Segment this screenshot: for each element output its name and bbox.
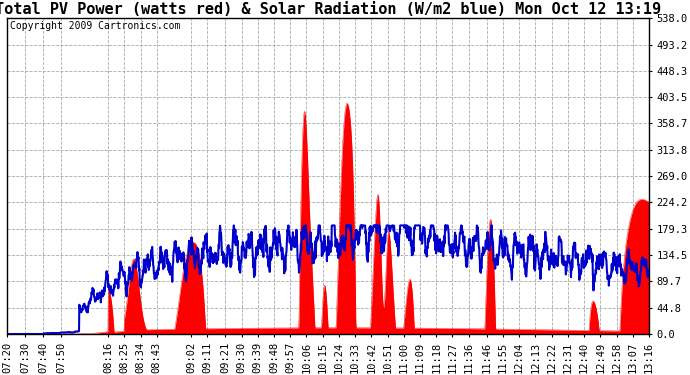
Text: Copyright 2009 Cartronics.com: Copyright 2009 Cartronics.com [10,21,181,32]
Title: Total PV Power (watts red) & Solar Radiation (W/m2 blue) Mon Oct 12 13:19: Total PV Power (watts red) & Solar Radia… [0,2,661,17]
